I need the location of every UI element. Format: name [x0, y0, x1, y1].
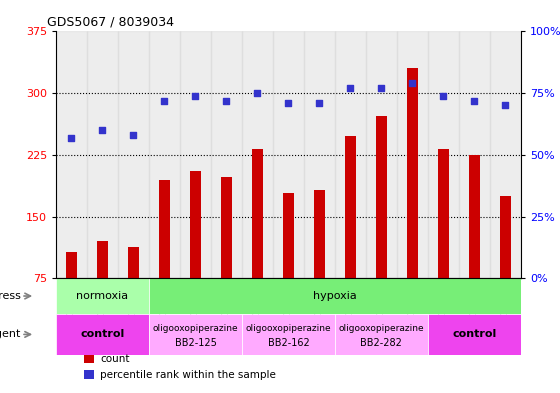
Text: GDS5067 / 8039034: GDS5067 / 8039034 [46, 16, 174, 29]
Bar [56, 278, 149, 314]
Bar [159, 180, 170, 278]
Text: normoxia: normoxia [76, 291, 129, 301]
Point [470, 97, 479, 104]
Text: agent: agent [0, 329, 21, 340]
Bar [242, 31, 273, 278]
Point [191, 92, 200, 99]
Bar [118, 31, 149, 278]
Point [501, 102, 510, 108]
Text: BB2-282: BB2-282 [361, 338, 402, 349]
Point [315, 100, 324, 106]
Bar [273, 31, 304, 278]
Text: percentile rank within the sample: percentile rank within the sample [100, 369, 276, 380]
Bar [376, 116, 387, 278]
Bar [180, 31, 211, 278]
Bar [397, 31, 428, 278]
Text: stress: stress [0, 291, 21, 301]
Point [439, 92, 448, 99]
Bar [283, 193, 294, 278]
Point [408, 80, 417, 86]
Point [67, 134, 76, 141]
Text: oligooxopiperazine: oligooxopiperazine [339, 324, 424, 333]
Bar [84, 354, 94, 363]
Bar [97, 241, 108, 278]
Point [129, 132, 138, 138]
Bar [149, 314, 242, 355]
Bar [252, 149, 263, 278]
Bar [221, 177, 232, 278]
Bar [335, 31, 366, 278]
Point [222, 97, 231, 104]
Bar [149, 278, 521, 314]
Point [98, 127, 107, 133]
Bar [190, 171, 201, 278]
Text: oligooxopiperazine: oligooxopiperazine [153, 324, 238, 333]
Point [346, 85, 355, 91]
Point [160, 97, 169, 104]
Bar [56, 314, 149, 355]
Bar [428, 314, 521, 355]
Text: control: control [80, 329, 125, 340]
Bar [56, 31, 87, 278]
Bar [335, 314, 428, 355]
Bar [407, 68, 418, 278]
Bar [84, 370, 94, 379]
Bar [314, 190, 325, 278]
Point [377, 85, 386, 91]
Bar [366, 31, 397, 278]
Bar [438, 149, 449, 278]
Bar [490, 31, 521, 278]
Bar [211, 31, 242, 278]
Text: oligooxopiperazine: oligooxopiperazine [246, 324, 331, 333]
Bar [242, 314, 335, 355]
Bar [428, 31, 459, 278]
Text: control: control [452, 329, 497, 340]
Bar [87, 31, 118, 278]
Bar [469, 155, 480, 278]
Text: BB2-125: BB2-125 [175, 338, 216, 349]
Bar [304, 31, 335, 278]
Text: hypoxia: hypoxia [313, 291, 357, 301]
Bar [500, 196, 511, 278]
Bar [128, 247, 139, 278]
Text: BB2-162: BB2-162 [268, 338, 309, 349]
Point [253, 90, 262, 96]
Bar [66, 252, 77, 278]
Bar [345, 136, 356, 278]
Bar [149, 31, 180, 278]
Bar [459, 31, 490, 278]
Text: count: count [100, 354, 130, 364]
Point [284, 100, 293, 106]
